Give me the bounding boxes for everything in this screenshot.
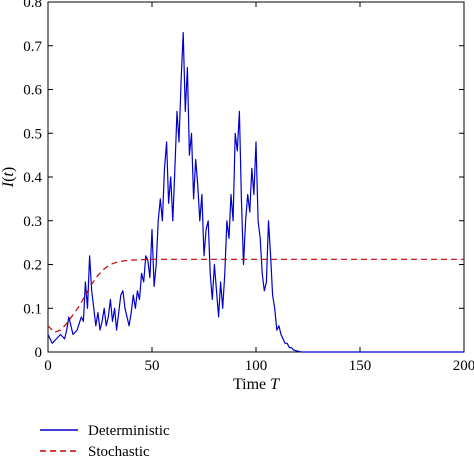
x-tick-label: 50 [145, 358, 160, 374]
series-layer [47, 31, 464, 353]
y-tick-labels: 0 0.1 0.2 0.3 0.4 0.5 0.6 0.7 0.8 [23, 0, 42, 361]
axis-ticks [47, 1, 465, 353]
y-tick-label: 0.4 [23, 170, 42, 186]
y-axis-label: I(t) [0, 167, 17, 188]
x-tick-label: 150 [349, 358, 372, 374]
y-tick-label: 0.3 [23, 214, 42, 230]
legend-label-deterministic: Deterministic [88, 423, 170, 439]
legend-label-stochastic: Stochastic [88, 444, 150, 460]
series-line-deterministic [47, 31, 464, 353]
legend: Deterministic Stochastic [40, 423, 170, 460]
plot-frame [47, 1, 465, 353]
x-tick-labels: 0 50 100 150 200 [44, 358, 474, 374]
y-tick-label: 0 [35, 345, 43, 361]
y-tick-label: 0.5 [23, 126, 42, 142]
y-tick-label: 0.2 [23, 258, 42, 274]
y-tick-label: 0.6 [23, 83, 42, 99]
x-axis-label: Time T [233, 376, 280, 393]
x-tick-label: 0 [44, 358, 52, 374]
x-tick-label: 200 [453, 358, 474, 374]
x-tick-label: 100 [245, 358, 268, 374]
y-tick-label: 0.7 [23, 39, 42, 55]
y-tick-label: 0.1 [23, 301, 42, 317]
y-tick-label: 0.8 [23, 0, 42, 11]
